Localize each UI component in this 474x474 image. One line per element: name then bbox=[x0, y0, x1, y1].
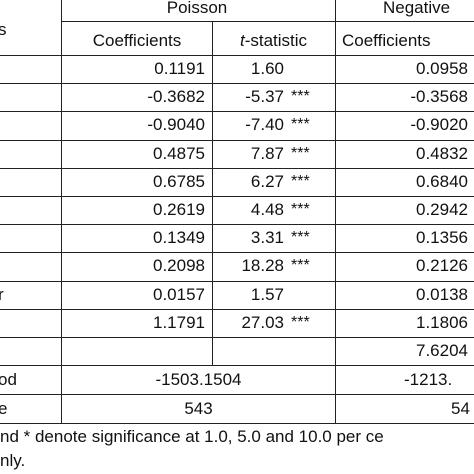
row-stub bbox=[0, 309, 58, 337]
row-separator bbox=[0, 281, 474, 282]
cell-significance: *** bbox=[291, 88, 310, 105]
cell-coef-poisson: 0.0157 bbox=[153, 285, 205, 304]
footnote-line-1: nd * denote significance at 1.0, 5.0 and… bbox=[0, 427, 384, 446]
cell-coef-negative: -0.9020 bbox=[410, 115, 468, 134]
row-separator bbox=[0, 224, 474, 225]
cell-coef-poisson bbox=[62, 337, 205, 365]
cell-coef-negative: 0.0138 bbox=[416, 285, 468, 304]
rule-header bbox=[0, 55, 474, 56]
cell-significance: *** bbox=[291, 116, 310, 133]
summary-negative-sample: 54 bbox=[451, 399, 470, 418]
row-stub bbox=[0, 196, 58, 224]
cell-t-statistic: -5.37 bbox=[245, 87, 284, 106]
cell-coef-negative: 7.6204 bbox=[416, 341, 468, 360]
cell-coef-negative: -0.3568 bbox=[410, 87, 468, 106]
col-header-coefficients-negative: Coefficients bbox=[342, 31, 431, 50]
summary-poisson-sample: 543 bbox=[184, 399, 213, 418]
rule-poisson-negative bbox=[335, 0, 336, 424]
cell-significance bbox=[291, 55, 331, 83]
cell-significance: *** bbox=[291, 201, 310, 218]
row-separator bbox=[0, 196, 474, 197]
summary-poisson-loglik: -1503.1504 bbox=[155, 370, 242, 389]
row-separator bbox=[0, 309, 474, 310]
summary-stub-loglik: od bbox=[0, 370, 17, 389]
summary-negative-loglik: -1213. bbox=[404, 370, 453, 389]
rule-coef-t bbox=[212, 22, 213, 365]
cell-t-statistic: 18.28 bbox=[241, 256, 284, 275]
rule-group bbox=[62, 21, 474, 22]
col-header-t-statistic: t-statistic bbox=[212, 27, 335, 55]
cell-coef-poisson: 0.4875 bbox=[153, 144, 205, 163]
row-separator bbox=[0, 111, 474, 112]
cell-t-statistic: 1.57 bbox=[250, 285, 284, 304]
cell-significance: *** bbox=[291, 314, 310, 331]
cell-coef-poisson: -0.3682 bbox=[147, 87, 205, 106]
cell-significance: *** bbox=[291, 257, 310, 274]
row-stub bbox=[0, 55, 58, 83]
footnote-line-2: nly. bbox=[0, 451, 26, 470]
cell-coef-poisson: 0.1349 bbox=[153, 228, 205, 247]
cell-t-statistic: 7.87 bbox=[250, 144, 284, 163]
cell-t-statistic: 4.48 bbox=[250, 200, 284, 219]
row-stub bbox=[0, 168, 58, 196]
rule-summary-2 bbox=[0, 423, 474, 424]
rule-summary-1 bbox=[0, 394, 474, 395]
group-header-negative: Negative bbox=[383, 0, 451, 17]
cell-coef-negative: 0.2942 bbox=[416, 200, 468, 219]
row-separator bbox=[0, 83, 474, 84]
stub-header: s bbox=[0, 20, 7, 39]
cell-significance bbox=[291, 281, 331, 309]
cell-coef-poisson: 0.6785 bbox=[153, 172, 205, 191]
cell-t-statistic: -7.40 bbox=[245, 115, 284, 134]
cell-coef-negative: 0.0958 bbox=[416, 59, 468, 78]
cell-coef-negative: 0.6840 bbox=[416, 172, 468, 191]
cell-significance bbox=[291, 337, 331, 365]
row-separator bbox=[0, 337, 474, 338]
row-separator bbox=[0, 252, 474, 253]
t-italic: t bbox=[239, 31, 245, 50]
cell-coef-poisson: 0.2619 bbox=[153, 200, 205, 219]
cell-coef-negative: 0.1356 bbox=[416, 228, 468, 247]
cell-t-statistic bbox=[212, 337, 284, 365]
cell-coef-poisson: 1.1791 bbox=[153, 313, 205, 332]
cell-coef-negative: 1.1806 bbox=[416, 313, 468, 332]
group-header-poisson: Poisson bbox=[166, 0, 228, 17]
cell-t-statistic: 6.27 bbox=[250, 172, 284, 191]
t-rest: -statistic bbox=[244, 31, 308, 50]
row-separator bbox=[0, 140, 474, 141]
cell-coef-negative: 0.4832 bbox=[416, 144, 468, 163]
cell-significance: *** bbox=[291, 229, 310, 246]
row-stub bbox=[0, 83, 58, 111]
row-stub bbox=[0, 224, 58, 252]
cell-t-statistic: 27.03 bbox=[241, 313, 284, 332]
row-separator bbox=[0, 168, 474, 169]
cell-coef-poisson: 0.1191 bbox=[154, 59, 205, 78]
rule-stub bbox=[61, 0, 62, 424]
cell-significance: *** bbox=[291, 173, 310, 190]
cell-t-statistic: 3.31 bbox=[250, 228, 284, 247]
row-stub bbox=[0, 252, 58, 280]
cell-coef-poisson: 0.2098 bbox=[153, 256, 205, 275]
cell-coef-poisson: -0.9040 bbox=[147, 115, 205, 134]
row-stub: r bbox=[0, 285, 4, 304]
cell-t-statistic: 1.60 bbox=[250, 59, 284, 78]
row-stub bbox=[0, 140, 58, 168]
cell-coef-negative: 0.2126 bbox=[416, 256, 468, 275]
row-stub bbox=[0, 337, 58, 365]
cell-significance: *** bbox=[291, 145, 310, 162]
rule-body-end bbox=[0, 365, 474, 366]
summary-stub-sample: e bbox=[0, 399, 8, 418]
row-stub bbox=[0, 111, 58, 139]
col-header-coefficients-poisson: Coefficients bbox=[92, 31, 182, 50]
